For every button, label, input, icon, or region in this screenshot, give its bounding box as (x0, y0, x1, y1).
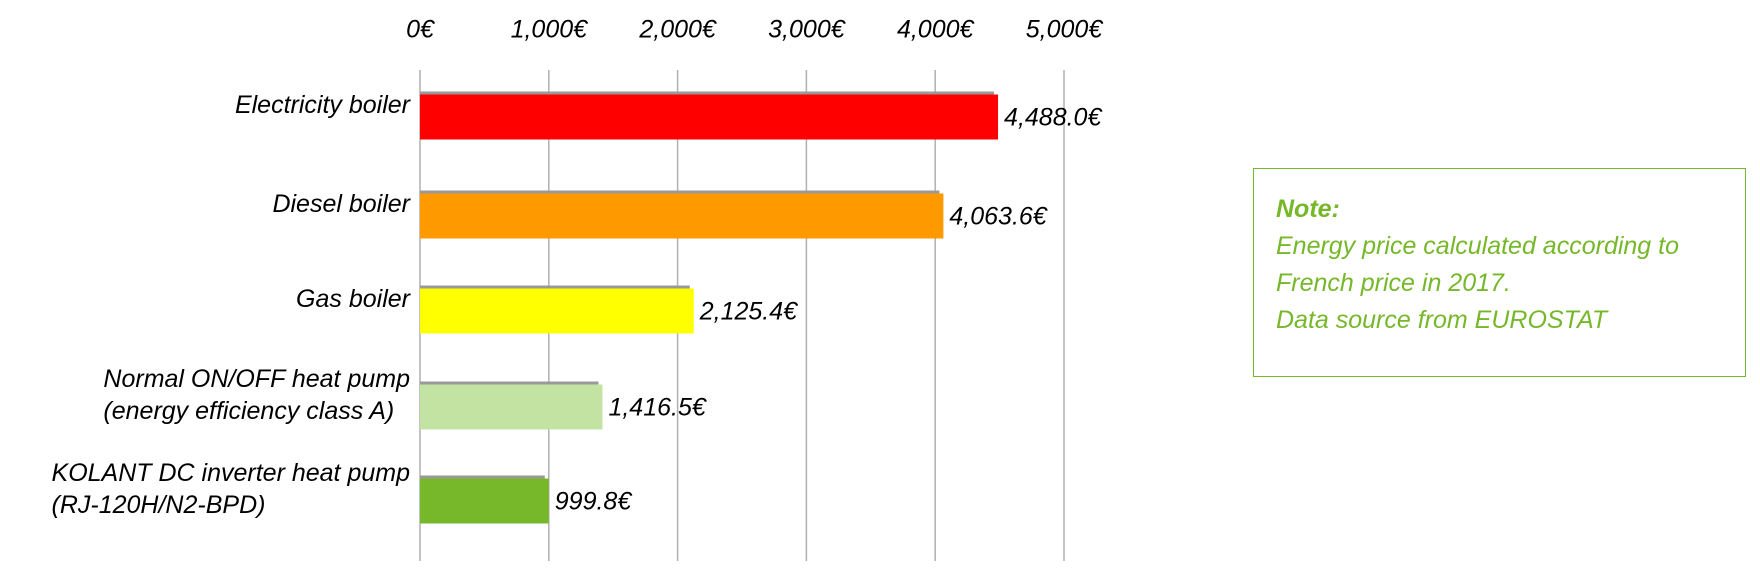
category-label: Normal ON/OFF heat pump (energy efficien… (103, 365, 410, 425)
category-label: Diesel boiler (272, 190, 410, 218)
x-tick-label: 4,000€ (897, 16, 975, 44)
bar-shadow (420, 381, 599, 385)
value-label: 999.8€ (555, 488, 633, 516)
note-line: Data source from EUROSTAT (1276, 306, 1608, 334)
note-box: Note: Energy price calculated according … (1253, 168, 1746, 377)
bar-shadow (420, 91, 995, 95)
bar (420, 384, 603, 430)
bar-shadow (420, 475, 545, 479)
x-tick-label: 1,000€ (511, 16, 589, 44)
note-title: Note: (1276, 195, 1340, 223)
value-label: 4,488.0€ (1004, 104, 1102, 132)
x-tick-label: 3,000€ (768, 16, 846, 44)
x-tick-label: 2,000€ (638, 16, 717, 44)
value-label: 1,416.5€ (608, 394, 706, 422)
bar (420, 193, 944, 239)
category-label: Gas boiler (296, 285, 410, 313)
category-label: Electricity boiler (234, 91, 410, 119)
note-line: Energy price calculated according to (1276, 232, 1680, 260)
bar (420, 478, 549, 524)
bar-shadow (420, 285, 690, 289)
x-tick-label: 0€ (406, 16, 435, 44)
value-label: 4,063.6€ (949, 203, 1047, 231)
bar (420, 94, 999, 140)
x-tick-label: 5,000€ (1026, 16, 1104, 44)
bar-shadow (420, 190, 940, 194)
note-line: French price in 2017. (1276, 269, 1511, 297)
value-label: 2,125.4€ (699, 298, 798, 326)
category-label: KOLANT DC inverter heat pump (RJ-120H/N2… (51, 459, 410, 519)
bar (420, 288, 694, 334)
